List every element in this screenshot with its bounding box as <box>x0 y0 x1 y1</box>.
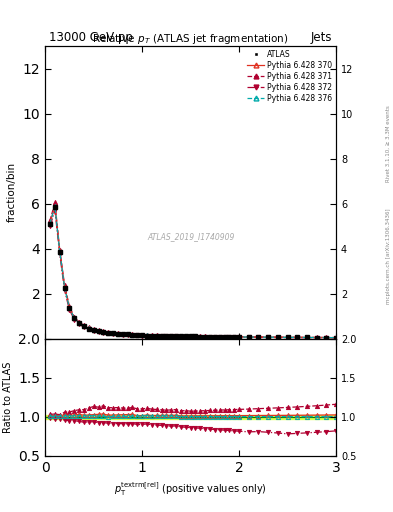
Title: Relative $p_{T}$ (ATLAS jet fragmentation): Relative $p_{T}$ (ATLAS jet fragmentatio… <box>92 32 289 46</box>
Y-axis label: Ratio to ATLAS: Ratio to ATLAS <box>3 361 13 433</box>
Text: Rivet 3.1.10, ≥ 3.3M events: Rivet 3.1.10, ≥ 3.3M events <box>386 105 391 182</box>
Text: 13000 GeV pp: 13000 GeV pp <box>49 31 133 44</box>
Y-axis label: fraction/bin: fraction/bin <box>7 162 17 222</box>
Text: mcplots.cern.ch [arXiv:1306.3436]: mcplots.cern.ch [arXiv:1306.3436] <box>386 208 391 304</box>
Text: Jets: Jets <box>310 31 332 44</box>
Bar <box>45 415 336 419</box>
X-axis label: $p_{\rm T}^{\rm textrm[rel]}$ (positive values only): $p_{\rm T}^{\rm textrm[rel]}$ (positive … <box>114 480 267 498</box>
Legend: ATLAS, Pythia 6.428 370, Pythia 6.428 371, Pythia 6.428 372, Pythia 6.428 376: ATLAS, Pythia 6.428 370, Pythia 6.428 37… <box>246 48 334 104</box>
Text: ATLAS_2019_I1740909: ATLAS_2019_I1740909 <box>147 232 234 241</box>
